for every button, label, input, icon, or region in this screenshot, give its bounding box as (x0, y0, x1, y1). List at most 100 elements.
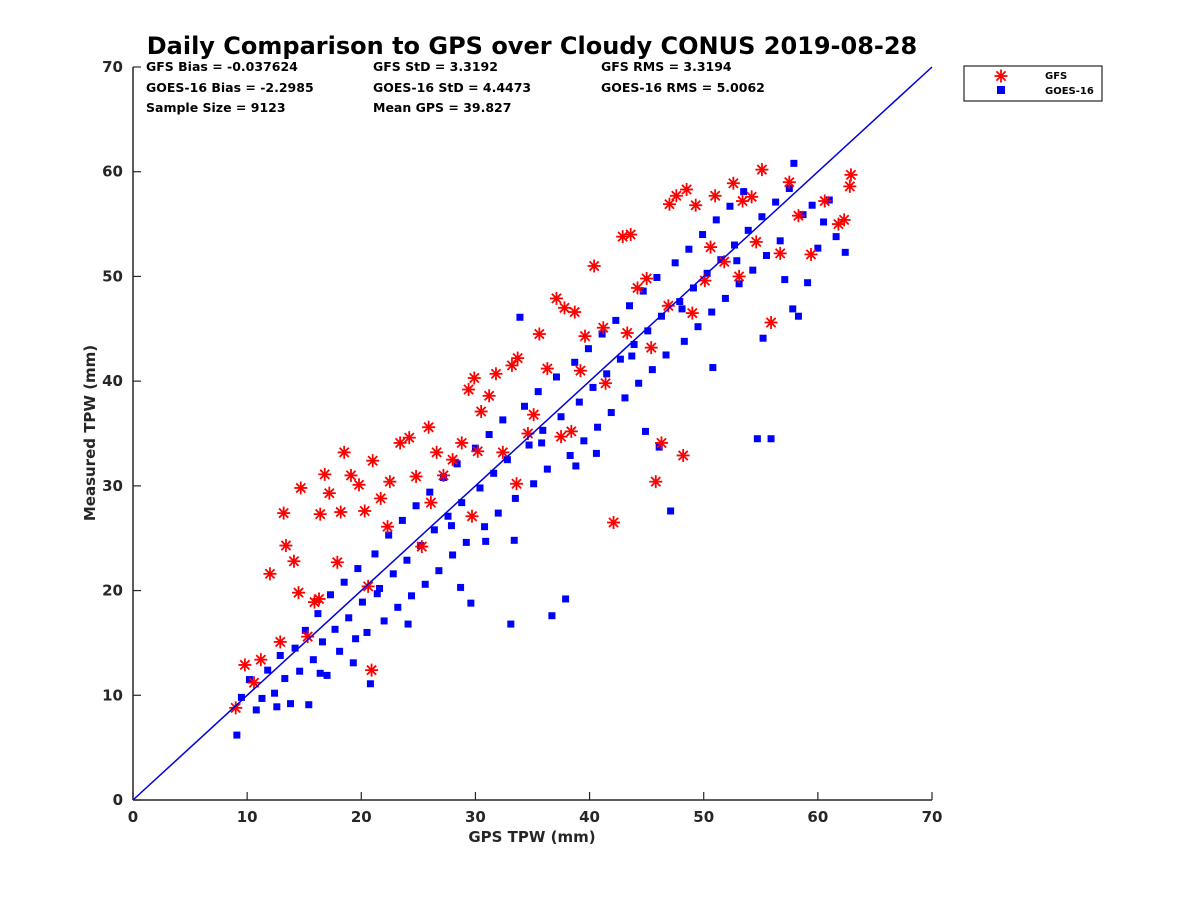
stat-gfs-rms: GFS RMS = 3.3194 (601, 59, 732, 74)
point-goes-16 (749, 266, 757, 274)
point-gfs (366, 454, 380, 468)
ticks-layer: 0 10 20 30 40 50 60 70 0 10 20 30 40 50 60 70 (102, 58, 942, 826)
point-gfs (263, 567, 277, 581)
point-gfs (474, 405, 488, 419)
x-tick-label: 50 (693, 808, 714, 826)
y-tick-label: 0 (113, 791, 123, 809)
point-goes-16 (814, 244, 822, 252)
point-goes-16 (639, 287, 647, 295)
y-tick-label: 30 (102, 477, 123, 495)
point-goes-16 (657, 312, 665, 320)
point-goes-16 (301, 626, 309, 634)
point-gfs (669, 189, 683, 203)
point-gfs (383, 475, 397, 489)
x-tick-label: 70 (922, 808, 943, 826)
point-gfs (337, 445, 351, 459)
point-gfs (462, 383, 476, 397)
point-goes-16 (380, 617, 388, 625)
point-gfs (238, 658, 252, 672)
point-goes-16 (548, 612, 556, 620)
point-goes-16 (462, 538, 470, 546)
point-goes-16 (571, 358, 579, 366)
point-gfs (471, 444, 485, 458)
point-goes-16 (594, 423, 602, 431)
point-goes-16 (326, 591, 334, 599)
point-goes-16 (457, 583, 465, 591)
point-goes-16 (435, 567, 443, 575)
point-goes-16 (404, 620, 412, 628)
point-goes-16 (626, 302, 634, 310)
point-gfs (661, 299, 675, 313)
point-goes-16 (644, 327, 652, 335)
point-gfs (573, 364, 587, 378)
point-gfs (732, 269, 746, 283)
one-to-one-line (132, 66, 933, 801)
point-goes-16 (825, 196, 833, 204)
point-goes-16 (671, 259, 679, 267)
point-goes-16 (552, 373, 560, 381)
point-goes-16 (733, 257, 741, 265)
point-gfs (505, 358, 519, 372)
point-gfs (312, 592, 326, 606)
x-axis-label: GPS TPW (mm) (468, 828, 595, 846)
point-goes-16 (507, 620, 515, 628)
point-goes-16 (403, 556, 411, 564)
point-goes-16 (566, 451, 574, 459)
point-gfs (229, 701, 243, 715)
point-gfs (764, 316, 778, 330)
point-gfs (294, 481, 308, 495)
point-goes-16 (789, 305, 797, 313)
stat-goes-bias: GOES-16 Bias = -2.2985 (146, 80, 314, 95)
point-gfs (704, 240, 718, 254)
point-goes-16 (336, 647, 344, 655)
point-goes-16 (794, 312, 802, 320)
point-goes-16 (808, 201, 816, 209)
point-goes-16 (717, 256, 725, 264)
point-gfs (631, 281, 645, 295)
point-goes-16 (340, 578, 348, 586)
point-goes-16 (708, 308, 716, 316)
point-goes-16 (689, 284, 697, 292)
point-goes-16 (398, 516, 406, 524)
point-goes-16 (237, 693, 245, 701)
point-goes-16 (616, 355, 624, 363)
point-gfs (422, 420, 436, 434)
point-goes-16 (363, 628, 371, 636)
point-goes-16 (562, 595, 570, 603)
point-gfs (358, 504, 372, 518)
point-goes-16 (538, 439, 546, 447)
point-gfs (424, 496, 438, 510)
point-goes-16 (790, 159, 798, 167)
point-gfs (685, 306, 699, 320)
x-tick-label: 10 (237, 808, 258, 826)
point-gfs (749, 235, 763, 249)
point-goes-16 (389, 570, 397, 578)
legend: GFS GOES-16 (963, 65, 1103, 102)
point-gfs (277, 506, 291, 520)
point-goes-16 (385, 531, 393, 539)
point-goes-16 (731, 241, 739, 249)
y-tick-label: 60 (102, 163, 123, 181)
point-gfs (587, 259, 601, 273)
point-gfs (773, 246, 787, 260)
point-goes-16 (447, 522, 455, 530)
point-goes-16 (430, 526, 438, 534)
point-goes-16 (258, 694, 266, 702)
legend-box (963, 65, 1103, 102)
point-gfs (540, 362, 554, 376)
point-goes-16 (412, 502, 420, 510)
y-tick-label: 10 (102, 686, 123, 704)
point-goes-16 (543, 465, 551, 473)
point-goes-16 (841, 248, 849, 256)
point-goes-16 (667, 507, 675, 515)
point-goes-16 (676, 298, 684, 306)
point-goes-16 (678, 305, 686, 313)
point-gfs (365, 663, 379, 677)
point-goes-16 (287, 700, 295, 708)
point-gfs (564, 424, 578, 438)
point-goes-16 (281, 675, 289, 683)
point-gfs (287, 554, 301, 568)
point-goes-16 (607, 409, 615, 417)
point-goes-16 (635, 379, 643, 387)
